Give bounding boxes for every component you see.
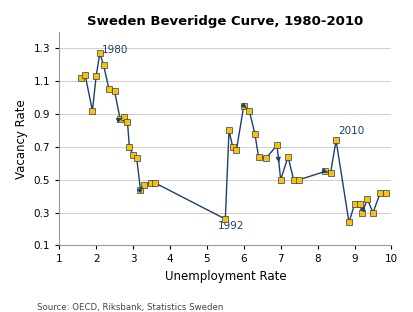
Y-axis label: Vacancy Rate: Vacancy Rate bbox=[15, 99, 28, 178]
Text: 1980: 1980 bbox=[102, 45, 128, 55]
Title: Sweden Beveridge Curve, 1980-2010: Sweden Beveridge Curve, 1980-2010 bbox=[87, 15, 363, 28]
Text: Source: OECD, Riksbank, Statistics Sweden: Source: OECD, Riksbank, Statistics Swede… bbox=[37, 304, 223, 312]
Text: 1992: 1992 bbox=[218, 221, 244, 231]
Text: 2010: 2010 bbox=[338, 126, 364, 136]
X-axis label: Unemployment Rate: Unemployment Rate bbox=[164, 270, 286, 283]
